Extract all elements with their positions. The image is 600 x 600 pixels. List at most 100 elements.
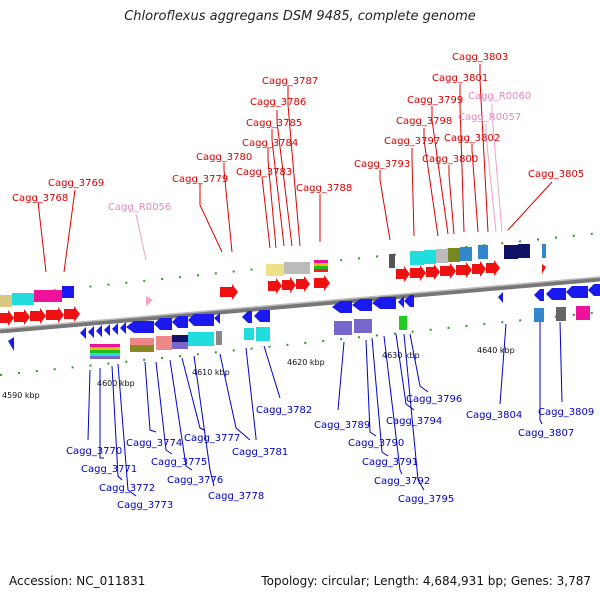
feature-box[interactable] [576,306,590,320]
gene-label-3787[interactable]: Cagg_3787 [262,76,318,87]
fwd-arrow[interactable] [486,260,500,276]
gene-label-3779[interactable]: Cagg_3779 [172,174,228,185]
feature-box[interactable] [0,295,12,307]
rna-arrow-R0056[interactable] [146,296,153,306]
feature-box[interactable] [314,263,328,266]
feature-box[interactable] [534,308,544,322]
gene-label-3798[interactable]: Cagg_3798 [396,116,452,127]
gene-label-3785[interactable]: Cagg_3785 [246,118,302,129]
feature-box[interactable] [542,244,546,258]
fwd-arrow-3779[interactable] [220,284,238,300]
rev-arrow[interactable] [398,296,404,308]
fwd-arrow[interactable] [296,276,310,292]
feature-box[interactable] [34,290,62,302]
rev-arrow[interactable] [498,292,503,303]
rev-arrow[interactable] [332,301,352,313]
rev-arrow[interactable] [546,288,566,300]
fwd-arrow[interactable] [426,264,440,280]
rev-arrow[interactable] [172,316,188,328]
gene-label-3792[interactable]: Cagg_3792 [374,476,430,487]
feature-box[interactable] [90,350,120,353]
rev-arrow[interactable] [104,324,110,336]
feature-box[interactable] [90,353,120,356]
feature-box[interactable] [216,331,222,345]
rev-arrow[interactable] [534,289,544,301]
gene-label-3783[interactable]: Cagg_3783 [236,167,292,178]
rev-arrow[interactable] [404,295,414,307]
gene-label-3770[interactable]: Cagg_3770 [66,446,122,457]
fwd-arrow[interactable] [410,265,426,281]
gene-label-3769[interactable]: Cagg_3769 [48,178,104,189]
rev-arrow[interactable] [126,321,154,333]
gene-label-3772[interactable]: Cagg_3772 [99,483,155,494]
gene-label-3804[interactable]: Cagg_3804 [466,410,522,421]
fwd-arrow[interactable] [0,310,14,326]
gene-label-3786[interactable]: Cagg_3786 [250,97,306,108]
fwd-arrow[interactable] [64,306,80,322]
feature-box[interactable] [266,264,284,276]
feature-box[interactable] [436,249,448,263]
feature-box[interactable] [460,247,472,261]
feature-box[interactable] [90,356,120,359]
rev-arrow[interactable] [188,314,214,326]
gene-label-3780[interactable]: Cagg_3780 [196,152,252,163]
feature-box[interactable] [314,260,328,263]
gene-label-3802[interactable]: Cagg_3802 [444,133,500,144]
gene-label-3781[interactable]: Cagg_3781 [232,447,288,458]
fwd-arrow[interactable] [30,308,46,324]
feature-box[interactable] [448,248,460,262]
rev-arrow[interactable] [80,327,86,339]
gene-label-3768[interactable]: Cagg_3768 [12,193,68,204]
gene-label-3777[interactable]: Cagg_3777 [184,433,240,444]
fwd-arrow-3805[interactable] [542,264,546,274]
rev-arrow[interactable] [566,286,588,298]
feature-box[interactable] [12,293,34,305]
fwd-arrow[interactable] [282,277,296,293]
gene-label-3788[interactable]: Cagg_3788 [296,183,352,194]
fwd-arrow[interactable] [456,262,472,278]
feature-box[interactable] [399,316,407,330]
gene-label-3771[interactable]: Cagg_3771 [81,464,137,475]
feature-box[interactable] [314,269,328,272]
feature-box[interactable] [314,266,328,269]
fwd-arrow[interactable] [396,266,410,282]
gene-label-3803[interactable]: Cagg_3803 [452,52,508,63]
feature-box[interactable] [256,327,270,341]
fwd-arrow[interactable] [440,263,456,279]
gene-label-3791[interactable]: Cagg_3791 [362,457,418,468]
feature-box[interactable] [410,251,424,265]
feature-box[interactable] [62,286,74,298]
feature-box[interactable] [172,342,188,349]
feature-box[interactable] [130,338,154,345]
gene-label-3805[interactable]: Cagg_3805 [528,169,584,180]
feature-box[interactable] [518,244,530,258]
gene-label-R0056[interactable]: Cagg_R0056 [108,202,171,213]
feature-box[interactable] [334,321,352,335]
rev-arrow[interactable] [120,322,126,334]
feature-box[interactable] [90,347,120,350]
feature-box[interactable] [172,335,188,342]
rev-arrow[interactable] [588,284,600,296]
gene-label-3789[interactable]: Cagg_3789 [314,420,370,431]
gene-label-3794[interactable]: Cagg_3794 [386,416,442,427]
rev-arrow[interactable] [372,297,396,309]
rev-arrow[interactable] [88,326,94,338]
feature-box[interactable] [90,344,120,347]
gene-label-3790[interactable]: Cagg_3790 [348,438,404,449]
gene-label-3807[interactable]: Cagg_3807 [518,428,574,439]
feature-box[interactable] [354,319,372,333]
fwd-arrow[interactable] [472,261,486,277]
gene-label-3796[interactable]: Cagg_3796 [406,394,462,405]
feature-box[interactable] [504,245,518,259]
feature-box[interactable] [478,245,488,259]
rev-arrow[interactable] [96,325,102,337]
gene-label-3799[interactable]: Cagg_3799 [407,95,463,106]
gene-label-R0060[interactable]: Cagg_R0060 [468,91,531,102]
gene-label-3809[interactable]: Cagg_3809 [538,407,594,418]
rev-arrow[interactable] [214,313,220,324]
gene-label-3782[interactable]: Cagg_3782 [256,405,312,416]
gene-label-R0057[interactable]: Cagg_R0057 [458,112,521,123]
gene-label-3775[interactable]: Cagg_3775 [151,457,207,468]
fwd-arrow[interactable] [268,278,282,294]
fwd-arrow[interactable] [314,275,330,291]
